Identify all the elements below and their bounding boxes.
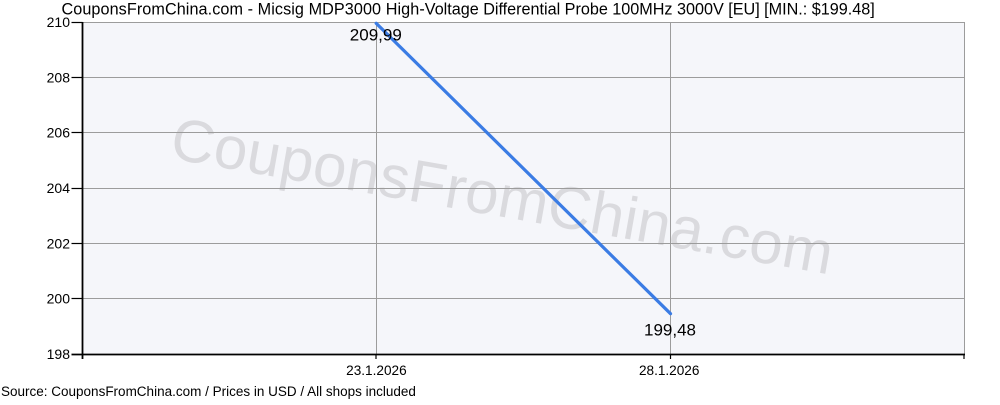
svg-text:28.1.2026: 28.1.2026 [639, 363, 699, 378]
svg-text:208: 208 [47, 69, 71, 85]
svg-text:23.1.2026: 23.1.2026 [346, 363, 406, 378]
svg-text:206: 206 [47, 125, 71, 141]
svg-text:200: 200 [47, 291, 71, 307]
svg-text:210: 210 [47, 14, 71, 30]
svg-text:198: 198 [47, 346, 71, 362]
svg-text:199,48: 199,48 [644, 320, 696, 339]
svg-text:Source: CouponsFromChina.com /: Source: CouponsFromChina.com / Prices in… [1, 384, 416, 399]
svg-text:202: 202 [47, 235, 71, 251]
svg-text:209,99: 209,99 [350, 26, 402, 45]
svg-text:204: 204 [47, 180, 71, 196]
svg-text:CouponsFromChina.com - Micsig: CouponsFromChina.com - Micsig MDP3000 Hi… [62, 1, 875, 19]
